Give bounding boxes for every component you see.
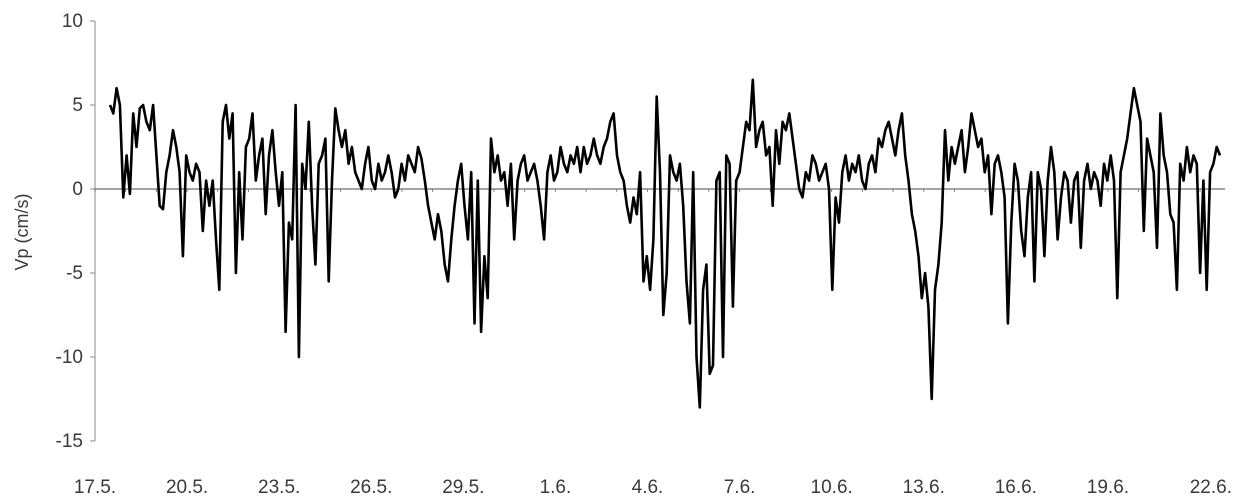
x-tick-label: 10.6.: [811, 477, 853, 498]
x-tick-label: 16.6.: [995, 477, 1037, 498]
series-line-vp: [108, 78, 1222, 409]
x-tick-labels: 17.5. 20.5. 23.5. 26.5. 29.5. 1.6. 4.6. 7.6. 10.…: [74, 477, 1232, 498]
y-tick-label: -5: [66, 263, 83, 284]
x-tick-label: 13.6.: [903, 477, 945, 498]
x-tick-label: 20.5.: [166, 477, 208, 498]
y-axis-title-group: Vp (cm/s): [12, 193, 32, 270]
axes: [90, 20, 1225, 442]
x-tick-label: 4.6.: [632, 477, 664, 498]
y-tick-label: -15: [56, 431, 83, 452]
x-tick-label: 7.6.: [724, 477, 756, 498]
x-tick-label: 17.5.: [74, 477, 116, 498]
y-tick-label: 10: [62, 11, 83, 32]
x-tick-label: 19.6.: [1087, 477, 1129, 498]
y-tick-label: 0: [72, 179, 83, 200]
x-tick-label: 23.5.: [258, 477, 300, 498]
series-group: [108, 78, 1222, 409]
x-tick-label: 29.5.: [442, 477, 484, 498]
x-tick-label: 22.6.: [1190, 477, 1232, 498]
y-tick-label: 5: [72, 95, 83, 116]
x-tick-label: 1.6.: [540, 477, 572, 498]
y-tick-labels: 10 5 0 -5 -10 -15: [56, 11, 83, 452]
y-tick-label: -10: [56, 347, 83, 368]
y-axis-title: Vp (cm/s): [12, 193, 32, 270]
x-tick-label: 26.5.: [350, 477, 392, 498]
